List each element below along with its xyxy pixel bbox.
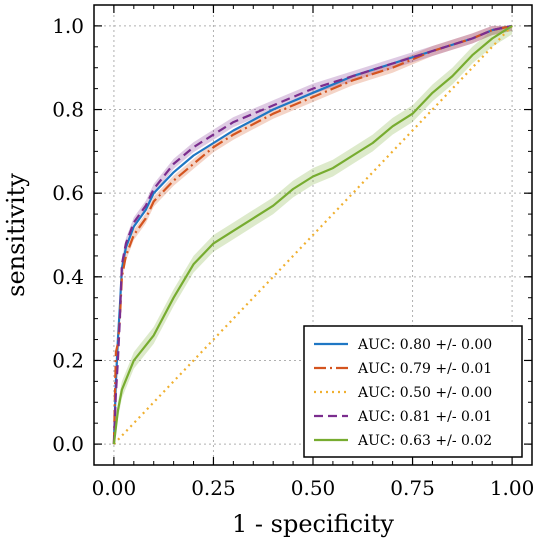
x-axis-label: 1 - specificity [232, 510, 394, 538]
legend-label-1: AUC: 0.80 +/- 0.00 [357, 337, 492, 353]
x-tick-label: 1.00 [490, 476, 535, 500]
y-tick-label: 0.2 [52, 348, 84, 372]
x-tick-label: 0.00 [92, 476, 137, 500]
legend-label-5: AUC: 0.63 +/- 0.02 [357, 433, 492, 449]
series-lines [112, 24, 513, 445]
y-tick-label: 1.0 [52, 14, 84, 38]
series-line-5 [112, 24, 513, 445]
legend: AUC: 0.80 +/- 0.00 AUC: 0.79 +/- 0.01 AUC:… [303, 325, 523, 458]
series-line-2 [112, 24, 513, 445]
legend-label-4: AUC: 0.81 +/- 0.01 [357, 409, 492, 425]
y-tick-label: 0.6 [52, 181, 84, 205]
legend-box [303, 325, 523, 458]
confidence-bands [113, 25, 513, 445]
y-tick-label: 0.4 [52, 265, 84, 289]
axis-ticks: 0.00 0.25 0.50 0.75 1.00 0.0 0.2 0.4 0.6 0.8 1.0 [52, 5, 534, 500]
x-tick-label: 0.50 [291, 476, 336, 500]
x-tick-label: 0.25 [191, 476, 236, 500]
y-axis-label: sensitivity [2, 173, 30, 297]
legend-label-3: AUC: 0.50 +/- 0.00 [357, 385, 492, 401]
x-tick-label: 0.75 [390, 476, 435, 500]
y-tick-label: 0.0 [52, 432, 84, 456]
series-line-4 [112, 24, 513, 445]
legend-label-2: AUC: 0.79 +/- 0.01 [357, 361, 492, 377]
band-series-4 [113, 25, 513, 445]
y-tick-label: 0.8 [52, 98, 84, 122]
series-line-3 [113, 25, 513, 445]
